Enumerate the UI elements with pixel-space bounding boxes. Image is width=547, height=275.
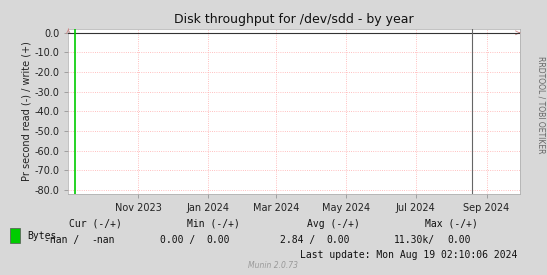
Text: 0.00: 0.00 [447, 235, 470, 245]
Text: Last update: Mon Aug 19 02:10:06 2024: Last update: Mon Aug 19 02:10:06 2024 [300, 250, 517, 260]
Text: 0.00: 0.00 [327, 235, 350, 245]
Text: Max (-/+): Max (-/+) [425, 219, 478, 229]
Text: 11.30k/: 11.30k/ [394, 235, 435, 245]
Text: Cur (-/+): Cur (-/+) [69, 219, 122, 229]
Text: -nan /: -nan / [44, 235, 79, 245]
Text: Avg (-/+): Avg (-/+) [307, 219, 360, 229]
Text: 0.00: 0.00 [206, 235, 230, 245]
Text: 0.00 /: 0.00 / [160, 235, 195, 245]
Title: Disk throughput for /dev/sdd - by year: Disk throughput for /dev/sdd - by year [174, 13, 414, 26]
Text: Bytes: Bytes [27, 231, 57, 241]
Text: Munin 2.0.73: Munin 2.0.73 [248, 261, 299, 270]
Text: RRDTOOL / TOBI OETIKER: RRDTOOL / TOBI OETIKER [537, 56, 545, 153]
Text: 2.84 /: 2.84 / [281, 235, 316, 245]
Y-axis label: Pr second read (-) / write (+): Pr second read (-) / write (+) [21, 42, 32, 181]
Text: Min (-/+): Min (-/+) [187, 219, 240, 229]
Text: -nan: -nan [91, 235, 115, 245]
